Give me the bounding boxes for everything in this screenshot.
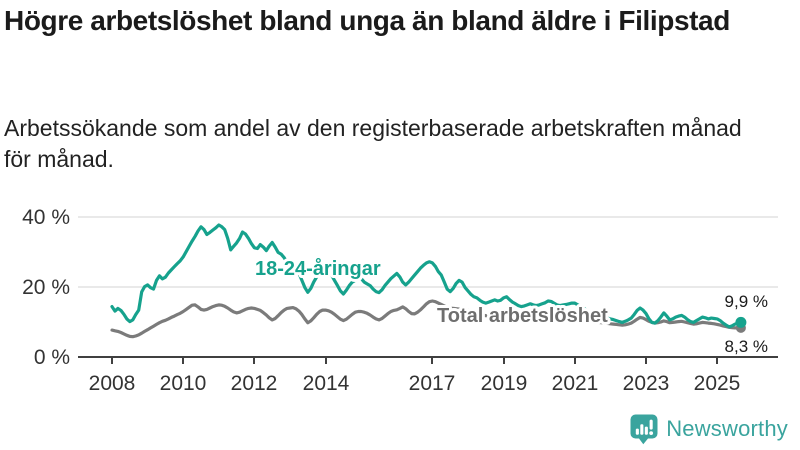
series-line-youth [110, 223, 743, 329]
x-tick-label-2010: 2010 [160, 372, 207, 395]
x-axis-ticks [111, 357, 718, 364]
y-tick-label-0: 0 % [34, 346, 70, 369]
y-tick-label-20: 20 % [22, 276, 70, 299]
end-value-label-total: 8,3 % [725, 337, 768, 356]
x-tick-label-2008: 2008 [89, 372, 136, 395]
x-tick-label-2021: 2021 [552, 372, 599, 395]
page-title: Högre arbetslöshet bland unga än bland ä… [4, 5, 730, 36]
newsworthy-logo-text: Newsworthy [666, 416, 788, 441]
y-tick-label-40: 40 % [22, 206, 70, 229]
x-tick-label-2017: 2017 [409, 372, 456, 395]
newsworthy-bubble-chart-icon [630, 414, 658, 444]
x-tick-label-2012: 2012 [231, 372, 278, 395]
x-tick-label-2019: 2019 [481, 372, 528, 395]
series-label-youth: 18-24-åringar [255, 257, 381, 280]
x-tick-label-2025: 2025 [694, 372, 741, 395]
x-tick-label-2014: 2014 [303, 372, 350, 395]
series-layer [110, 223, 747, 339]
chart-subtitle: Arbetssökande som andel av den registerb… [4, 115, 742, 172]
x-tick-label-2023: 2023 [623, 372, 670, 395]
series-end-dot-youth [735, 316, 747, 328]
end-value-label-youth: 9,9 % [725, 292, 768, 311]
series-line-total [110, 299, 743, 339]
series-label-total: Total arbetslöshet [437, 305, 608, 327]
newsworthy-logo[interactable]: Newsworthy [630, 413, 788, 445]
